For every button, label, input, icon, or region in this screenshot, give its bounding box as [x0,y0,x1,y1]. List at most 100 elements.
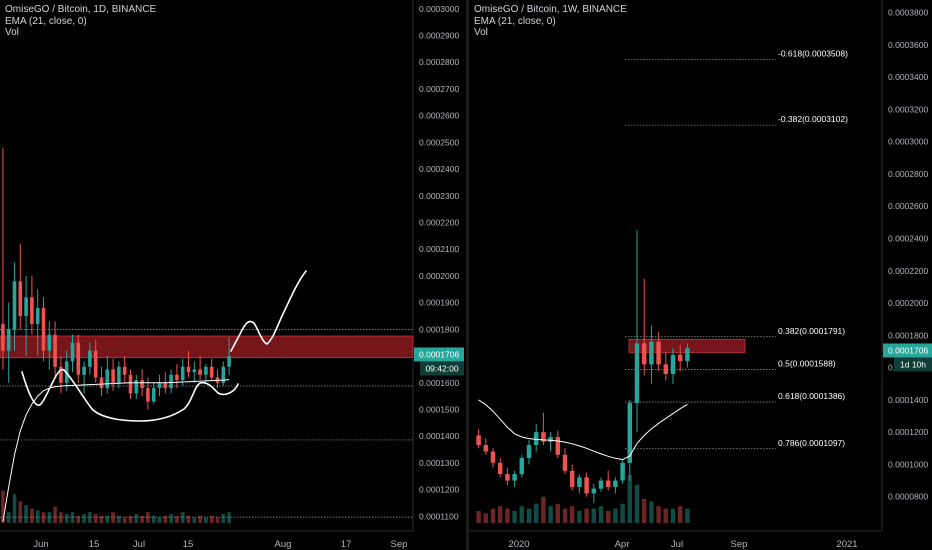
last-price-badge [883,343,932,358]
volume-bar [157,517,162,523]
candle-body [627,403,633,463]
candle-body [30,297,34,325]
candle-body [512,474,517,481]
fib-level-label: 0.786(0.0001097) [778,438,845,448]
price-tick-label: 0.0003600 [888,40,928,50]
price-tick-label: 0.0003000 [419,4,459,14]
candle-body [76,342,81,375]
candle-body [555,436,561,455]
volume-bar [35,510,40,523]
vol-legend-daily: Vol [5,27,19,38]
time-tick-label: Jun [33,539,48,550]
ema-line [478,399,688,461]
volume-bar [192,517,197,523]
volume-bar [533,503,539,523]
candle-body [82,366,86,375]
candle-body [117,366,121,383]
hand-drawn-projection [21,369,239,422]
volume-bar [476,511,481,523]
volume-bar [548,506,553,523]
candle-body [146,388,150,402]
price-tick-label: 0.0002600 [888,201,928,211]
volume-bar [163,515,168,523]
volume-bar [122,517,127,523]
chart-pane-daily[interactable]: 0.0003000 0.0002900 0.0002800 0.0002700 0.00… [0,0,466,550]
candle-body [204,366,208,375]
fib-level-label: -0.382(0.0003102) [778,114,848,124]
volume-bar [541,496,546,523]
volume-bar [227,512,231,523]
volume-bar [24,505,28,523]
volume-bar [128,515,133,523]
volume-bar [47,512,52,523]
volume-bar [562,508,568,523]
candle-body [577,477,582,488]
volume-bar [584,508,589,523]
candle-body [1,324,5,351]
fib-level-label: 0.618(0.0001386) [778,391,845,401]
volume-bar [70,512,75,523]
time-tick-label: 2021 [836,539,857,550]
chart-title-daily: OmiseGO / Bitcoin, 1D, BINANCE [5,4,157,15]
volume-bar [649,501,654,523]
volume-bar [613,508,618,523]
volume-bar [30,508,34,523]
vol-legend-weekly: Vol [474,27,488,38]
chart-pane-weekly[interactable]: 0.0003800 0.0003600 0.0003400 0.0003200 0.00… [469,0,932,550]
volume-bar [577,511,582,523]
price-tick-label: 0.0002400 [888,233,928,243]
candle-body [134,380,139,394]
candle-body [663,364,669,375]
volume-bar [483,513,489,523]
volume-bar [670,508,676,523]
volume-bar [53,506,57,523]
candle-body [157,382,162,389]
candle-body [53,334,57,367]
volume-bar [105,515,110,523]
hand-drawn-projection [230,270,307,352]
candle-body [490,451,496,463]
price-tick-label: 0.0002500 [419,137,459,147]
candle-body [533,432,539,446]
candle-body [41,307,46,351]
candle-body [198,369,202,375]
candle-body [548,436,553,442]
candle-body [227,356,231,367]
volume-bar [64,514,69,523]
volume-bar [685,508,690,523]
volume-bar [204,517,208,523]
candle-body [175,374,179,381]
price-tick-label: 0.0002100 [419,244,459,254]
volume-bar [490,508,496,523]
volume-bar [198,515,202,523]
ema-legend-weekly: EMA (21, close, 0) [474,15,556,27]
volume-bar [169,514,173,523]
candle-body [634,343,640,404]
fib-level-label: 0.5(0.0001588) [778,359,836,369]
price-tick-label: 0.0001300 [419,458,459,468]
chart-weekly-canvas[interactable]: 0.0003800 0.0003600 0.0003400 0.0003200 0.00… [469,0,932,550]
price-tick-label: 0.0002000 [419,271,459,281]
candle-body [584,477,589,494]
volume-bar [555,503,561,523]
volume-bar [82,514,86,523]
pane-divider[interactable] [466,0,469,550]
volume-bar [6,512,11,523]
volume-bar [140,515,144,523]
price-tick-label: 0.0002800 [419,57,459,67]
candle-body [99,377,104,389]
candle-body [12,281,17,330]
volume-bar [1,490,5,523]
volume-bar [605,511,611,523]
candle-body [169,374,173,389]
candle-body [140,380,144,389]
volume-bar [215,517,220,523]
candle-body [209,366,214,378]
chart-daily-canvas[interactable]: 0.0003000 0.0002900 0.0002800 0.0002700 0.00… [0,0,466,550]
candle-body [59,366,63,383]
price-tick-label: 0.0001400 [419,431,459,441]
volume-bar [134,514,139,523]
price-tick-label: 0.0002800 [888,169,928,179]
candle-body [505,474,510,481]
volume-bar [151,515,156,523]
